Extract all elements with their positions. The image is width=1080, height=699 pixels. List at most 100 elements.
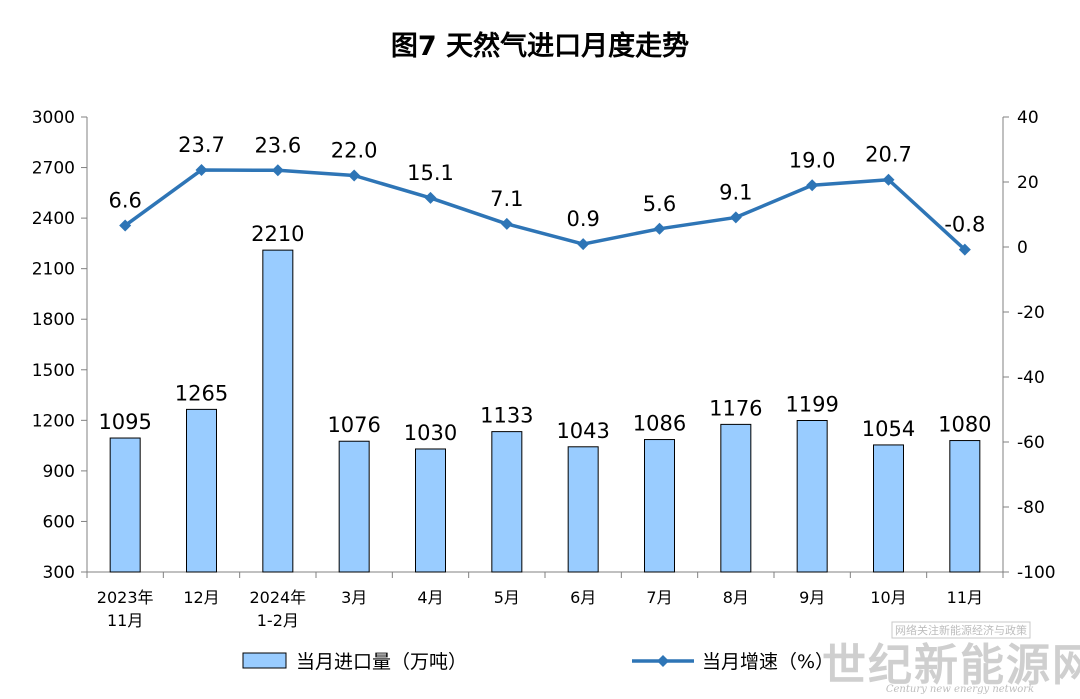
left-tick-label: 2700 bbox=[32, 159, 75, 179]
bar bbox=[338, 440, 370, 573]
line-data-label: 7.1 bbox=[490, 187, 523, 211]
right-tick-label: -20 bbox=[1017, 303, 1045, 323]
legend-bar-swatch bbox=[242, 652, 287, 669]
bar bbox=[720, 423, 752, 573]
x-category-label: 5月 bbox=[494, 588, 520, 607]
watermark-boxed-text: 网络关注新能源经济与政策 bbox=[895, 623, 1027, 637]
left-tick-label: 2100 bbox=[32, 260, 75, 280]
right-tick-label: 0 bbox=[1017, 238, 1028, 258]
line-point bbox=[119, 219, 132, 232]
bar bbox=[949, 440, 981, 573]
line-point bbox=[577, 238, 590, 251]
left-tick-label: 2400 bbox=[32, 209, 75, 229]
bar-data-label: 1133 bbox=[480, 404, 533, 428]
line-data-label: 20.7 bbox=[865, 143, 912, 167]
bar-data-label: 1076 bbox=[327, 413, 380, 437]
line-point bbox=[424, 191, 437, 204]
x-category-label: 2024年 1-2月 bbox=[249, 588, 306, 630]
right-tick-label: -80 bbox=[1017, 498, 1045, 518]
left-tick-label: 900 bbox=[43, 462, 75, 482]
x-category-line: 2024年 bbox=[249, 588, 306, 607]
watermark-main-text: 世纪新能源网 bbox=[822, 640, 1080, 691]
x-category-line: 12月 bbox=[183, 588, 219, 607]
bar bbox=[109, 437, 141, 573]
line-data-label: 0.9 bbox=[566, 207, 599, 231]
x-category-line: 7月 bbox=[646, 588, 672, 607]
x-category-label: 3月 bbox=[341, 588, 367, 607]
chart-title: 图7 天然气进口月度走势 bbox=[390, 31, 690, 62]
legend-line-label: 当月增速（%） bbox=[702, 651, 834, 673]
line-data-label: 22.0 bbox=[331, 139, 378, 163]
x-category-line: 10月 bbox=[870, 588, 906, 607]
bar-data-label: 1176 bbox=[709, 396, 762, 420]
line-data-label: 15.1 bbox=[407, 161, 454, 185]
line-point bbox=[195, 163, 208, 176]
bar-data-label: 1080 bbox=[938, 413, 991, 437]
bar bbox=[873, 444, 904, 573]
left-tick-label: 600 bbox=[43, 512, 75, 532]
line-point bbox=[806, 179, 819, 192]
line-data-label: 23.7 bbox=[178, 133, 225, 157]
line-data-label: 19.0 bbox=[789, 148, 836, 172]
line-data-label: 5.6 bbox=[643, 192, 676, 216]
line-point bbox=[271, 164, 284, 177]
line-point bbox=[348, 169, 361, 182]
right-tick-label: -60 bbox=[1017, 433, 1045, 453]
legend-bar-label: 当月进口量（万吨） bbox=[296, 651, 467, 673]
bar bbox=[796, 420, 828, 573]
x-category-label: 11月 bbox=[947, 588, 983, 607]
bar-data-label: 1030 bbox=[404, 421, 457, 445]
growth-line bbox=[124, 168, 967, 251]
line-point bbox=[500, 217, 513, 230]
x-category-label: 7月 bbox=[646, 588, 672, 607]
left-tick-label: 1800 bbox=[32, 310, 75, 330]
bar-series bbox=[109, 249, 981, 573]
bar bbox=[186, 408, 217, 573]
bar-data-label: 1265 bbox=[175, 381, 228, 405]
bar-data-label: 1054 bbox=[862, 417, 915, 441]
line-data-label: 23.6 bbox=[254, 133, 301, 157]
x-category-line: 11月 bbox=[947, 588, 983, 607]
x-category-line: 3月 bbox=[341, 588, 367, 607]
data-labels: 1095 1265 2210 1076 1030 1133 1043 1086 1176 1199… bbox=[98, 133, 991, 445]
bar-data-label: 1086 bbox=[633, 412, 686, 436]
right-tick-label: 40 bbox=[1017, 108, 1039, 128]
x-category-line: 6月 bbox=[570, 588, 596, 607]
x-category-label: 2023年 11月 bbox=[97, 588, 154, 630]
bar-data-label: 1095 bbox=[98, 410, 151, 434]
x-category-label: 6月 bbox=[570, 588, 596, 607]
line-point bbox=[958, 243, 971, 256]
bar bbox=[491, 431, 523, 573]
x-category-label: 9月 bbox=[799, 588, 825, 607]
x-category-label: 10月 bbox=[870, 588, 906, 607]
x-category-label: 8月 bbox=[723, 588, 749, 607]
left-tick-label: 1500 bbox=[32, 361, 75, 381]
legend-line-marker bbox=[657, 655, 669, 667]
line-point bbox=[882, 173, 895, 186]
watermark-english-text: Century new energy network bbox=[886, 684, 1034, 695]
watermark: 网络关注新能源经济与政策 世纪新能源网 Century new energy n… bbox=[822, 621, 1080, 695]
bar bbox=[567, 446, 599, 573]
bar-data-label: 2210 bbox=[251, 222, 304, 246]
line-point bbox=[729, 211, 742, 224]
left-tick-label: 1200 bbox=[32, 411, 75, 431]
line-data-label: -0.8 bbox=[944, 213, 985, 237]
bar-data-label: 1043 bbox=[556, 419, 609, 443]
bar bbox=[415, 448, 446, 573]
x-category-line: 2023年 bbox=[97, 588, 154, 607]
bar-data-label: 1199 bbox=[785, 393, 838, 417]
x-category-label: 4月 bbox=[417, 588, 443, 607]
bar bbox=[262, 249, 294, 573]
left-tick-label: 300 bbox=[43, 563, 75, 583]
line-series bbox=[119, 163, 971, 256]
axes: 300 600 900 1200 1500 1800 2100 2400 2700 3000 -10… bbox=[32, 108, 1056, 630]
x-category-line: 5月 bbox=[494, 588, 520, 607]
x-category-line: 9月 bbox=[799, 588, 825, 607]
line-data-label: 9.1 bbox=[719, 180, 752, 204]
x-category-line: 4月 bbox=[417, 588, 443, 607]
line-point bbox=[653, 222, 666, 235]
bar bbox=[644, 439, 675, 573]
right-tick-label: -40 bbox=[1017, 368, 1045, 388]
legend: 当月进口量（万吨） 当月增速（%） bbox=[242, 651, 834, 673]
